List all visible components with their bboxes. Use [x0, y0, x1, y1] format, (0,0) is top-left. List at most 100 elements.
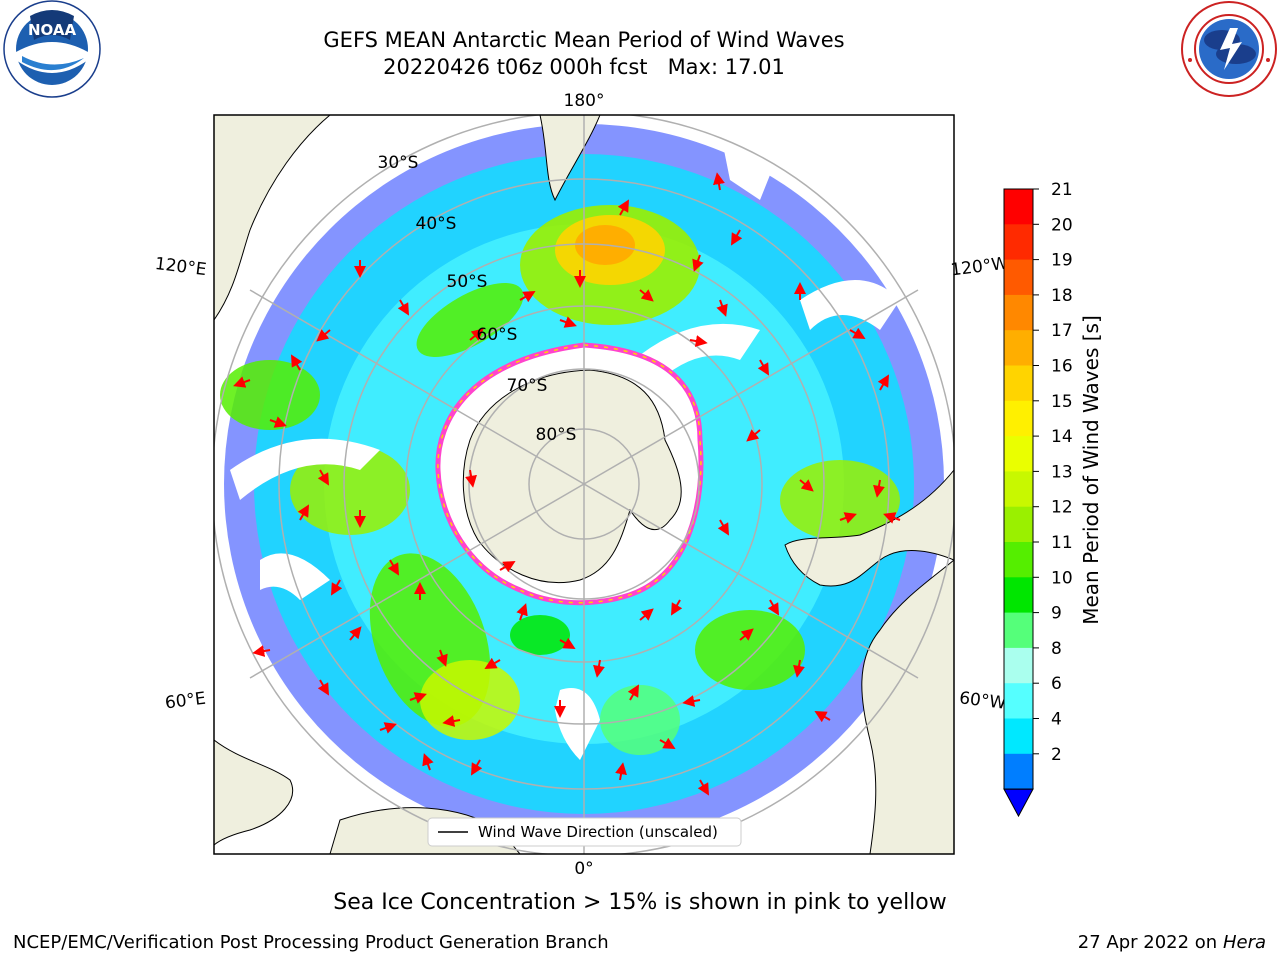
wave-region-indian	[290, 445, 410, 535]
legend-label: Wind Wave Direction (unscaled)	[478, 823, 718, 841]
wave-direction-arrow	[793, 659, 805, 678]
lon-label-180: 180°	[564, 91, 605, 111]
colorbar-tick-label: 6	[1051, 674, 1062, 694]
wave-direction-arrow	[883, 512, 901, 524]
wave-direction-arrow	[290, 354, 303, 371]
footer-date: 27 Apr 2022 on Hera	[1078, 932, 1266, 953]
colorbar-segment	[1004, 718, 1033, 755]
colorbar: 21 20 19 18 17 16 15 14 13 12 11 10 9 8 6 4 2	[1003, 180, 1073, 818]
colorbar-segment	[1004, 683, 1033, 719]
wave-direction-arrow	[739, 628, 754, 641]
colorbar-segment	[1004, 436, 1033, 472]
australia-land	[214, 115, 331, 321]
colorbar-segment	[1004, 647, 1033, 684]
colorbar-frame	[1003, 188, 1034, 790]
colorbar-segment	[1004, 330, 1033, 366]
wave-direction-arrow	[331, 579, 343, 596]
lon-label-120e: 120°E	[154, 254, 208, 280]
wave-direction-arrow	[799, 479, 814, 492]
colorbar-tick-label: 17	[1051, 321, 1073, 341]
wave-direction-arrow	[436, 649, 448, 667]
wave-direction-arrow	[471, 759, 483, 776]
colorbar-segment	[1004, 506, 1033, 543]
wave-direction-arrow	[519, 291, 536, 303]
wave-direction-arrow	[317, 469, 330, 486]
wave-direction-arrow	[499, 560, 516, 573]
wave-direction-arrow	[757, 359, 770, 376]
colorbar-segment	[1004, 224, 1033, 261]
graticule	[214, 115, 954, 854]
footer-credit: NCEP/EMC/Verification Post Processing Pr…	[13, 932, 609, 953]
wave-direction-arrow	[767, 599, 779, 616]
colorbar-segment	[1004, 471, 1033, 508]
colorbar-tick-label: 4	[1051, 710, 1062, 730]
noaa-logo-text: NOAA	[28, 21, 77, 39]
wave-direction-arrow	[442, 715, 461, 727]
lat-label-60s: 60°S	[477, 325, 518, 345]
colorbar-tick-label: 14	[1051, 427, 1073, 447]
footer-date-text: 27 Apr 2022 on	[1077, 932, 1223, 953]
wave-direction-arrow	[252, 645, 271, 657]
wave-direction-arrow	[465, 469, 477, 488]
wave-direction-arrow	[713, 172, 725, 191]
colorbar-tick-label: 9	[1051, 604, 1062, 624]
lat-label-40s: 40°S	[416, 214, 457, 234]
wave-direction-arrow	[746, 429, 761, 442]
wave-direction-arrow	[671, 599, 683, 616]
wave-direction-arrow	[627, 684, 639, 701]
wave-direction-arrow	[689, 335, 708, 347]
wave-direction-arrow	[697, 779, 709, 796]
colorbar-tick-label: 18	[1051, 286, 1073, 306]
colorbar-tick-label: 11	[1051, 533, 1073, 553]
wave-direction-arrow	[849, 327, 866, 339]
wave-direction-arrow	[397, 299, 410, 316]
wave-direction-arrow	[317, 679, 329, 696]
wave-direction-arrow	[839, 512, 857, 524]
wave-direction-arrow	[469, 328, 484, 341]
africa-land	[214, 739, 294, 846]
lon-label-120w: 120°W	[950, 254, 1010, 281]
title-line-2: 20220426 t06z 000h fcst Max: 17.01	[383, 55, 785, 79]
wave-direction-arrow	[316, 329, 331, 342]
wave-direction-arrow	[716, 299, 728, 317]
wave-direction-arrow	[422, 753, 434, 771]
wave-direction-arrow	[593, 659, 605, 678]
colorbar-tick-label: 13	[1051, 462, 1073, 482]
colorbar-segment	[1004, 542, 1033, 578]
wave-direction-arrow	[559, 316, 577, 328]
lon-label-0: 0°	[574, 859, 593, 879]
colorbar-tick-label: 10	[1051, 568, 1073, 588]
chart-title: GEFS MEAN Antarctic Mean Period of Wind …	[0, 27, 1168, 81]
colorbar-segment	[1004, 612, 1033, 649]
colorbar-segment	[1004, 365, 1033, 402]
lon-label-60w: 60°W	[958, 688, 1007, 714]
wave-direction-arrow	[639, 289, 654, 302]
wave-direction-arrow	[484, 657, 501, 670]
lat-label-30s: 30°S	[378, 153, 419, 173]
colorbar-tick-label: 19	[1051, 251, 1073, 271]
wave-direction-arrow	[617, 199, 630, 216]
wave-direction-arrow	[297, 504, 310, 521]
wave-direction-arrow	[717, 519, 729, 536]
wave-direction-arrow	[387, 559, 399, 576]
colorbar-segment	[1004, 753, 1033, 790]
wave-direction-arrow	[349, 626, 362, 641]
wave-region-atlantic	[695, 610, 805, 690]
lon-label-60e: 60°E	[164, 689, 207, 714]
lat-label-50s: 50°S	[447, 272, 488, 292]
colorbar-segment	[1004, 294, 1033, 331]
new-zealand-land	[539, 115, 601, 202]
colorbar-segment	[1004, 259, 1033, 296]
wave-direction-arrow	[814, 711, 831, 723]
colorbar-segment	[1004, 189, 1033, 225]
colorbar-tick-label: 16	[1051, 357, 1073, 377]
colorbar-tick-label: 12	[1051, 498, 1073, 518]
wave-direction-arrow	[409, 692, 427, 704]
colorbar-label: Mean Period of Wind Waves [s]	[1079, 315, 1103, 625]
colorbar-extend-arrow	[1003, 788, 1034, 818]
wave-direction-arrow	[516, 603, 528, 621]
wave-direction-arrow	[873, 479, 885, 498]
south-america-land	[861, 559, 954, 854]
title-line-1: GEFS MEAN Antarctic Mean Period of Wind …	[323, 28, 845, 52]
